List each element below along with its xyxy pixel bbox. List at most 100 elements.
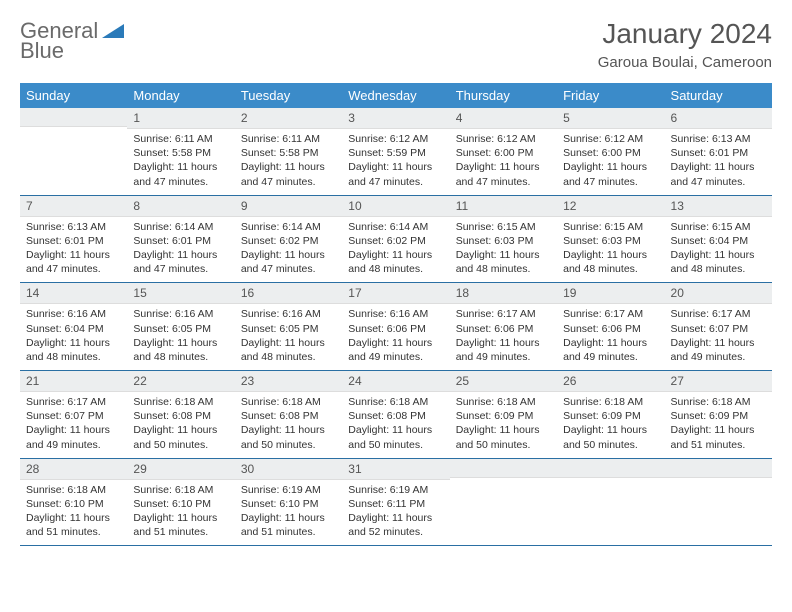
sunset-text: Sunset: 5:59 PM [348,146,443,160]
sunset-text: Sunset: 5:58 PM [133,146,228,160]
day-content: Sunrise: 6:13 AMSunset: 6:01 PMDaylight:… [20,217,127,283]
day-content: Sunrise: 6:18 AMSunset: 6:10 PMDaylight:… [127,480,234,546]
daylight-text: Daylight: 11 hours and 49 minutes. [671,336,766,364]
day-content: Sunrise: 6:15 AMSunset: 6:03 PMDaylight:… [450,217,557,283]
daylight-text: Daylight: 11 hours and 47 minutes. [133,160,228,188]
sunrise-text: Sunrise: 6:16 AM [348,307,443,321]
sunset-text: Sunset: 6:01 PM [26,234,121,248]
calendar-cell: 30Sunrise: 6:19 AMSunset: 6:10 PMDayligh… [235,458,342,546]
day-content: Sunrise: 6:16 AMSunset: 6:05 PMDaylight:… [127,304,234,370]
daylight-text: Daylight: 11 hours and 49 minutes. [456,336,551,364]
sunrise-text: Sunrise: 6:17 AM [563,307,658,321]
day-number: 14 [20,283,127,304]
day-content: Sunrise: 6:11 AMSunset: 5:58 PMDaylight:… [127,129,234,195]
calendar-table: Sunday Monday Tuesday Wednesday Thursday… [20,83,772,546]
sunrise-text: Sunrise: 6:17 AM [26,395,121,409]
day-content: Sunrise: 6:19 AMSunset: 6:10 PMDaylight:… [235,480,342,546]
sunset-text: Sunset: 6:03 PM [563,234,658,248]
calendar-cell: 21Sunrise: 6:17 AMSunset: 6:07 PMDayligh… [20,371,127,459]
daylight-text: Daylight: 11 hours and 47 minutes. [348,160,443,188]
sunset-text: Sunset: 6:07 PM [671,322,766,336]
sunrise-text: Sunrise: 6:12 AM [456,132,551,146]
calendar-cell: 10Sunrise: 6:14 AMSunset: 6:02 PMDayligh… [342,195,449,283]
daylight-text: Daylight: 11 hours and 51 minutes. [26,511,121,539]
daylight-text: Daylight: 11 hours and 49 minutes. [26,423,121,451]
daylight-text: Daylight: 11 hours and 47 minutes. [563,160,658,188]
day-number: 2 [235,108,342,129]
daylight-text: Daylight: 11 hours and 50 minutes. [348,423,443,451]
calendar-cell [450,458,557,546]
logo-text-blue: Blue [20,38,64,64]
day-number: 10 [342,196,449,217]
day-content: Sunrise: 6:12 AMSunset: 5:59 PMDaylight:… [342,129,449,195]
day-content: Sunrise: 6:18 AMSunset: 6:10 PMDaylight:… [20,480,127,546]
day-number [665,459,772,478]
day-number: 22 [127,371,234,392]
day-number: 17 [342,283,449,304]
calendar-cell: 16Sunrise: 6:16 AMSunset: 6:05 PMDayligh… [235,283,342,371]
daylight-text: Daylight: 11 hours and 48 minutes. [133,336,228,364]
day-number: 21 [20,371,127,392]
sunset-text: Sunset: 6:05 PM [133,322,228,336]
sunrise-text: Sunrise: 6:12 AM [563,132,658,146]
sunrise-text: Sunrise: 6:16 AM [26,307,121,321]
day-number: 4 [450,108,557,129]
sunrise-text: Sunrise: 6:14 AM [133,220,228,234]
sunset-text: Sunset: 6:03 PM [456,234,551,248]
sunrise-text: Sunrise: 6:18 AM [563,395,658,409]
sunrise-text: Sunrise: 6:18 AM [133,483,228,497]
day-number: 16 [235,283,342,304]
sunrise-text: Sunrise: 6:19 AM [348,483,443,497]
sunrise-text: Sunrise: 6:13 AM [671,132,766,146]
sunrise-text: Sunrise: 6:15 AM [456,220,551,234]
calendar-cell: 17Sunrise: 6:16 AMSunset: 6:06 PMDayligh… [342,283,449,371]
day-content: Sunrise: 6:14 AMSunset: 6:02 PMDaylight:… [235,217,342,283]
daylight-text: Daylight: 11 hours and 47 minutes. [241,160,336,188]
day-number: 3 [342,108,449,129]
day-number: 23 [235,371,342,392]
daylight-text: Daylight: 11 hours and 48 minutes. [563,248,658,276]
sunset-text: Sunset: 6:10 PM [241,497,336,511]
sunset-text: Sunset: 6:07 PM [26,409,121,423]
day-content: Sunrise: 6:16 AMSunset: 6:06 PMDaylight:… [342,304,449,370]
sunrise-text: Sunrise: 6:15 AM [563,220,658,234]
day-number: 12 [557,196,664,217]
day-number: 8 [127,196,234,217]
daylight-text: Daylight: 11 hours and 50 minutes. [563,423,658,451]
calendar-cell: 26Sunrise: 6:18 AMSunset: 6:09 PMDayligh… [557,371,664,459]
sunrise-text: Sunrise: 6:19 AM [241,483,336,497]
sunrise-text: Sunrise: 6:18 AM [26,483,121,497]
sunrise-text: Sunrise: 6:15 AM [671,220,766,234]
day-number: 29 [127,459,234,480]
calendar-cell: 23Sunrise: 6:18 AMSunset: 6:08 PMDayligh… [235,371,342,459]
day-number: 1 [127,108,234,129]
day-content: Sunrise: 6:12 AMSunset: 6:00 PMDaylight:… [557,129,664,195]
calendar-cell: 27Sunrise: 6:18 AMSunset: 6:09 PMDayligh… [665,371,772,459]
day-header: Monday [127,83,234,108]
sunset-text: Sunset: 6:02 PM [241,234,336,248]
day-content: Sunrise: 6:17 AMSunset: 6:07 PMDaylight:… [20,392,127,458]
sunset-text: Sunset: 6:00 PM [456,146,551,160]
sunrise-text: Sunrise: 6:18 AM [348,395,443,409]
sunrise-text: Sunrise: 6:16 AM [133,307,228,321]
calendar-week-row: 21Sunrise: 6:17 AMSunset: 6:07 PMDayligh… [20,371,772,459]
calendar-week-row: 7Sunrise: 6:13 AMSunset: 6:01 PMDaylight… [20,195,772,283]
day-content: Sunrise: 6:13 AMSunset: 6:01 PMDaylight:… [665,129,772,195]
sunset-text: Sunset: 6:02 PM [348,234,443,248]
daylight-text: Daylight: 11 hours and 51 minutes. [133,511,228,539]
logo-triangle-icon [102,22,124,40]
calendar-cell [665,458,772,546]
day-header: Wednesday [342,83,449,108]
calendar-cell: 4Sunrise: 6:12 AMSunset: 6:00 PMDaylight… [450,108,557,195]
calendar-cell: 28Sunrise: 6:18 AMSunset: 6:10 PMDayligh… [20,458,127,546]
sunrise-text: Sunrise: 6:18 AM [671,395,766,409]
daylight-text: Daylight: 11 hours and 47 minutes. [26,248,121,276]
sunset-text: Sunset: 6:06 PM [348,322,443,336]
day-number: 27 [665,371,772,392]
calendar-cell: 15Sunrise: 6:16 AMSunset: 6:05 PMDayligh… [127,283,234,371]
sunset-text: Sunset: 6:04 PM [671,234,766,248]
sunset-text: Sunset: 6:06 PM [563,322,658,336]
calendar-cell: 29Sunrise: 6:18 AMSunset: 6:10 PMDayligh… [127,458,234,546]
daylight-text: Daylight: 11 hours and 51 minutes. [671,423,766,451]
daylight-text: Daylight: 11 hours and 48 minutes. [671,248,766,276]
